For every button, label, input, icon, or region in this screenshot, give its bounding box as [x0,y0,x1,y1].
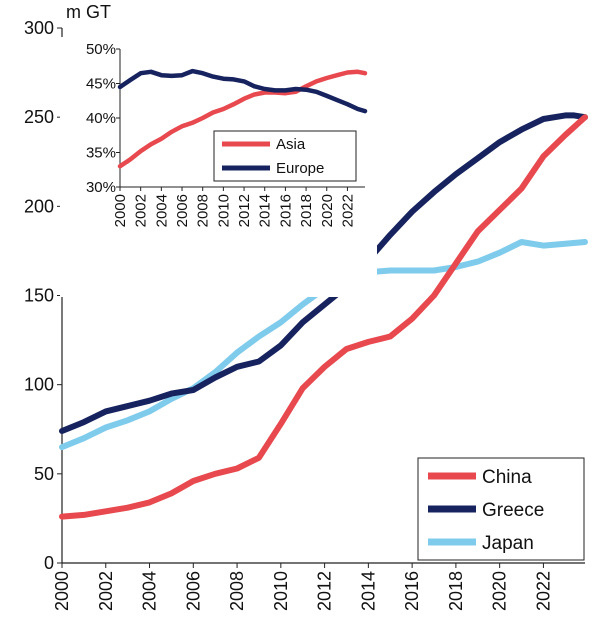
legend-label-china: China [482,467,532,488]
y-tick-label: 50 [34,464,54,484]
x-tick-label: 2006 [183,571,203,611]
inset-x-tick-label: 2010 [215,194,232,227]
inset-x-tick-label: 2008 [195,194,212,227]
y-tick-label: 100 [24,375,54,395]
inset-series-line-asia [117,69,368,169]
inset-x-tick-label: 2014 [257,194,274,227]
y-tick-label: 0 [44,553,54,573]
inset-x-tick-label: 2006 [174,194,191,227]
y-tick-label: 300 [24,18,54,38]
inset-x-tick-label: 2002 [133,194,150,227]
y-tick-label: 200 [24,196,54,216]
legend-label-japan: Japan [482,533,534,554]
x-tick-label: 2018 [446,571,466,611]
x-tick-label: 2000 [52,571,72,611]
inset-x-tick-label: 2018 [298,194,315,227]
y-axis-label: m GT [66,2,111,22]
x-tick-label: 2022 [533,571,553,611]
inset-y-tick-label: 40% [86,110,116,127]
inset-x-tick-label: 2016 [277,194,294,227]
x-tick-label: 2020 [490,571,510,611]
inset-x-tick-label: 2020 [319,194,336,227]
y-tick-label: 250 [24,107,54,127]
y-tick-label: 150 [24,286,54,306]
inset-x-tick-label: 2012 [236,194,253,227]
x-tick-label: 2010 [271,571,291,611]
x-tick-label: 2012 [315,571,335,611]
inset-legend-label-europe: Europe [276,160,324,177]
x-tick-label: 2016 [402,571,422,611]
inset-legend-label-asia: Asia [276,136,306,153]
inset-x-tick-label: 2022 [339,194,356,227]
inset-x-tick-label: 2000 [112,194,129,227]
inset-y-tick-label: 50% [86,41,116,58]
inset-y-tick-label: 30% [86,179,116,196]
x-tick-label: 2002 [96,571,116,611]
inset-chart: 30%35%40%45%50%2000 2002 2004 2006 2008 2010 2… [60,37,377,297]
inset-x-tick-label: 2004 [153,194,170,227]
inset-legend-box [213,130,357,182]
inset-series-line-europe [117,68,368,114]
main-legend: China Greece Japan [417,457,585,561]
legend-label-greece: Greece [482,500,544,521]
x-tick-label: 2008 [227,571,247,611]
series-line-china [59,114,588,520]
inset-y-tick-label: 45% [86,76,116,93]
x-tick-label: 2014 [358,571,378,611]
x-tick-label: 2004 [140,571,160,611]
inset-y-tick-label: 35% [86,145,116,162]
